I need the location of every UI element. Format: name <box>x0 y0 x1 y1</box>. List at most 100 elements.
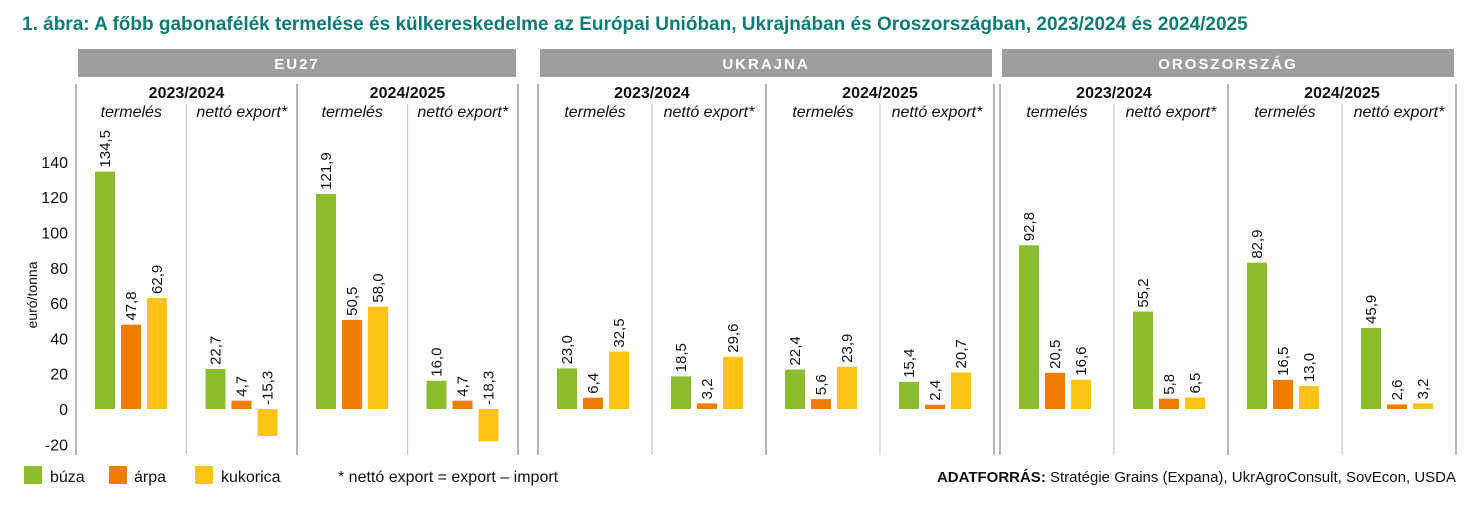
bar-kukorica <box>609 351 629 409</box>
bar-kukorica <box>951 372 971 409</box>
legend-label-buza: búza <box>50 469 85 486</box>
legend-label-kukorica: kukorica <box>221 469 281 486</box>
bar-búza <box>1247 262 1267 409</box>
data-label: 16,5 <box>1275 347 1292 376</box>
season-label: 2023/2024 <box>614 85 690 102</box>
bar-kukorica <box>368 306 388 409</box>
data-label: 13,0 <box>1301 353 1318 382</box>
data-label: 20,5 <box>1047 340 1064 369</box>
bar-árpa <box>1273 379 1293 409</box>
data-label: 58,0 <box>370 273 387 302</box>
subgroup-label: nettó export* <box>196 104 288 121</box>
data-label: 2,6 <box>1389 380 1406 401</box>
data-label: 5,6 <box>813 374 830 395</box>
subgroup-label: nettó export* <box>892 104 984 121</box>
country-header-label: OROSZORSZÁG <box>1158 56 1298 73</box>
y-tick-label: 100 <box>41 226 68 243</box>
y-tick-label: 140 <box>41 155 68 172</box>
data-label: 62,9 <box>149 265 166 294</box>
y-tick-label: 80 <box>50 261 68 278</box>
bar-kukorica <box>257 409 278 437</box>
bar-búza <box>316 193 336 409</box>
subgroup-label: termelés <box>1254 104 1315 121</box>
data-label: 121,9 <box>318 152 335 190</box>
bar-kukorica <box>147 297 167 409</box>
bar-búza <box>557 368 577 409</box>
data-label: 16,0 <box>429 348 446 377</box>
data-label: 18,5 <box>673 343 690 372</box>
subgroup-label: nettó export* <box>664 104 756 121</box>
bar-kukorica <box>1185 397 1205 409</box>
bar-árpa <box>342 319 362 409</box>
y-tick-label: 0 <box>59 402 68 419</box>
bar-árpa <box>811 399 831 409</box>
data-label: 29,6 <box>725 324 742 353</box>
source-label: ADATFORRÁS: <box>937 469 1046 486</box>
data-label: 22,7 <box>208 336 225 365</box>
bar-búza <box>426 380 447 409</box>
data-label: -15,3 <box>260 371 277 405</box>
country-header-label: EU27 <box>274 56 320 73</box>
y-tick-label: 40 <box>50 331 68 348</box>
legend-swatch-kukorica <box>195 466 213 484</box>
y-tick-label: 120 <box>41 190 68 207</box>
data-label: 3,2 <box>699 378 716 399</box>
country-header <box>1002 49 1454 77</box>
subgroup-label: nettó export* <box>1354 104 1446 121</box>
bar-árpa <box>1045 372 1065 409</box>
season-label: 2024/2025 <box>370 85 446 102</box>
data-label: 22,4 <box>787 336 804 365</box>
subgroup-label: termelés <box>322 104 383 121</box>
bar-árpa <box>231 400 252 409</box>
data-label: 23,9 <box>839 334 856 363</box>
data-label: 4,7 <box>455 376 472 397</box>
data-label: 82,9 <box>1249 229 1266 258</box>
bar-búza <box>785 369 805 409</box>
bar-kukorica <box>1413 403 1433 409</box>
country-header <box>540 49 992 77</box>
data-label: 6,5 <box>1187 373 1204 394</box>
bar-búza <box>205 368 226 409</box>
data-label: 5,8 <box>1161 374 1178 395</box>
data-label: 45,9 <box>1363 295 1380 324</box>
y-tick-label: 60 <box>50 296 68 313</box>
data-label: 23,0 <box>559 335 576 364</box>
season-label: 2024/2025 <box>842 85 918 102</box>
bar-kukorica <box>837 366 857 409</box>
data-label: 16,6 <box>1073 346 1090 375</box>
legend-swatch-arpa <box>109 466 127 484</box>
source-text: Stratégie Grains (Expana), UkrAgroConsul… <box>1050 469 1456 486</box>
y-axis-label: euró/tonna <box>24 261 40 328</box>
data-label: 47,8 <box>123 291 140 320</box>
source: ADATFORRÁS: Stratégie Grains (Expana), U… <box>937 469 1456 486</box>
bar-kukorica <box>478 409 499 442</box>
bar-búza <box>1361 327 1381 409</box>
data-label: 92,8 <box>1021 212 1038 241</box>
country-header <box>78 49 516 77</box>
legend-label-arpa: árpa <box>134 469 166 486</box>
subgroup-label: termelés <box>564 104 625 121</box>
bar-kukorica <box>1299 386 1319 409</box>
data-label: 4,7 <box>234 376 251 397</box>
bar-búza <box>899 381 919 409</box>
bar-árpa <box>1159 398 1179 409</box>
data-label: 15,4 <box>901 349 918 378</box>
subgroup-label: termelés <box>101 104 162 121</box>
data-label: 20,7 <box>953 339 970 368</box>
bar-búza <box>671 376 691 409</box>
bar-kukorica <box>1071 379 1091 409</box>
bar-búza <box>1019 245 1039 409</box>
data-label: 55,2 <box>1135 278 1152 307</box>
bar-árpa <box>583 397 603 409</box>
subgroup-label: termelés <box>1026 104 1087 121</box>
bar-árpa <box>121 324 141 409</box>
footnote: * nettó export = export – import <box>338 469 559 486</box>
subgroup-label: nettó export* <box>417 104 509 121</box>
chart-title: 1. ábra: A főbb gabonafélék termelése és… <box>22 14 1248 35</box>
country-header-label: UKRAJNA <box>722 56 809 73</box>
season-label: 2024/2025 <box>1304 85 1380 102</box>
season-label: 2023/2024 <box>1076 85 1152 102</box>
y-tick-label: 20 <box>50 367 68 384</box>
y-tick-label: -20 <box>45 437 68 454</box>
